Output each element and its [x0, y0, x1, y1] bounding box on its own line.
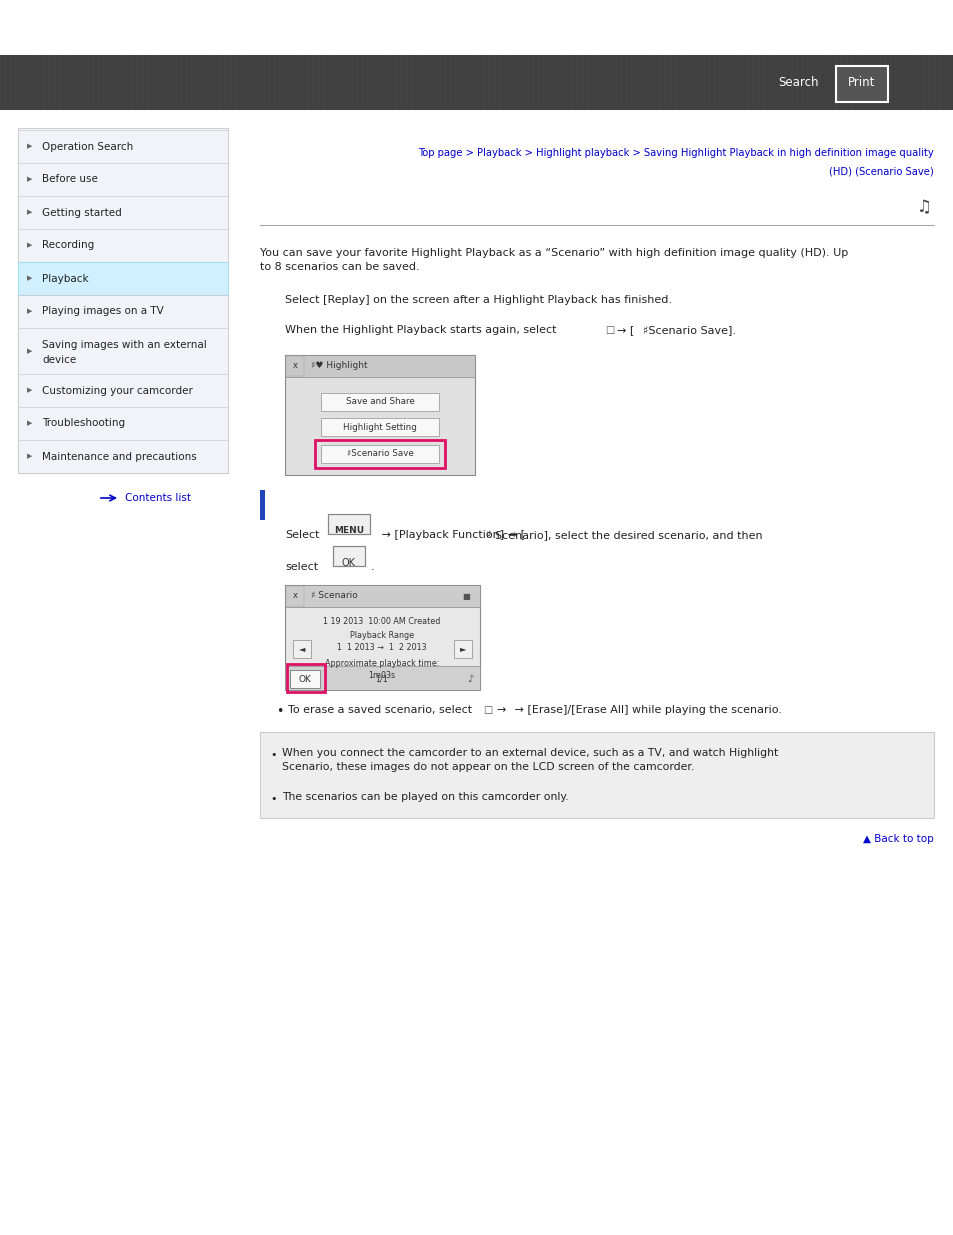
Bar	[293, 640, 311, 658]
Bar	[835, 65, 887, 103]
Text: □: □	[482, 705, 492, 715]
Bar	[260, 490, 265, 520]
Text: 1/1: 1/1	[375, 674, 388, 683]
Text: ♯Scenario Save].: ♯Scenario Save].	[642, 325, 735, 335]
Text: ▶: ▶	[28, 143, 32, 149]
Text: ▶: ▶	[28, 453, 32, 459]
Text: Getting started: Getting started	[42, 207, 122, 217]
Text: Select: Select	[285, 530, 319, 540]
Text: Highlight Setting: Highlight Setting	[343, 422, 416, 431]
Text: •: •	[271, 794, 277, 804]
Text: •: •	[271, 750, 277, 760]
Bar	[320, 393, 438, 411]
Text: Before use: Before use	[42, 174, 98, 184]
Text: Troubleshooting: Troubleshooting	[42, 419, 125, 429]
Bar	[286, 585, 304, 606]
Text: (HD) (Scenario Save): (HD) (Scenario Save)	[828, 165, 933, 177]
Bar	[0, 56, 953, 110]
Text: x: x	[293, 592, 297, 600]
Bar	[285, 354, 475, 377]
Text: When you connect the camcorder to an external device, such as a TV, and watch Hi: When you connect the camcorder to an ext…	[282, 748, 778, 772]
Text: Copyright 2013 Sony Corporation: Copyright 2013 Sony Corporation	[383, 100, 570, 110]
Bar	[18, 262, 228, 295]
Text: Recording: Recording	[42, 241, 94, 251]
Text: Print: Print	[847, 77, 875, 89]
Text: ▶: ▶	[28, 309, 32, 315]
Text: The scenarios can be played on this camcorder only.: The scenarios can be played on this camc…	[282, 792, 568, 802]
Text: 1  1 2013 →  1  2 2013: 1 1 2013 → 1 2 2013	[336, 643, 426, 652]
Bar	[290, 671, 319, 688]
Text: ►: ►	[459, 645, 466, 653]
Text: ▶: ▶	[28, 388, 32, 394]
Text: → [Erase]/[Erase All] while playing the scenario.: → [Erase]/[Erase All] while playing the …	[511, 705, 781, 715]
Text: device: device	[42, 354, 76, 366]
Text: MENU: MENU	[334, 526, 364, 535]
Text: Playing images on a TV: Playing images on a TV	[42, 306, 164, 316]
Text: select: select	[285, 562, 317, 572]
Text: To erase a saved scenario, select: To erase a saved scenario, select	[288, 705, 472, 715]
Text: ▶: ▶	[28, 177, 32, 183]
Text: ♯Scenario Save: ♯Scenario Save	[346, 450, 413, 458]
Text: Save and Share: Save and Share	[345, 398, 414, 406]
Bar	[285, 666, 479, 690]
Text: → [: → [	[617, 325, 634, 335]
Bar	[328, 514, 370, 534]
Text: Customizing your camcorder: Customizing your camcorder	[42, 385, 193, 395]
Text: ◄: ◄	[298, 645, 305, 653]
Text: OK: OK	[341, 558, 355, 568]
Bar	[285, 585, 479, 606]
Text: → [Playback Function] → [: → [Playback Function] → [	[377, 530, 524, 540]
Text: Operation Search: Operation Search	[42, 142, 133, 152]
Bar	[260, 732, 933, 818]
Bar	[285, 585, 479, 690]
Bar	[333, 546, 365, 566]
Text: Select [Replay] on the screen after a Highlight Playback has finished.: Select [Replay] on the screen after a Hi…	[285, 295, 671, 305]
Text: OK: OK	[298, 674, 311, 683]
Text: 1m03s: 1m03s	[368, 671, 395, 679]
Text: •: •	[276, 705, 283, 718]
Text: ▶: ▶	[28, 348, 32, 354]
Text: Top page > Playback > Highlight playback > Saving Highlight Playback in high def: Top page > Playback > Highlight playback…	[417, 148, 933, 158]
Bar	[287, 664, 325, 692]
Text: When the Highlight Playback starts again, select: When the Highlight Playback starts again…	[285, 325, 556, 335]
Text: Playback Range: Playback Range	[350, 631, 414, 640]
Text: ▲ Back to top: ▲ Back to top	[862, 834, 933, 844]
Text: ▶: ▶	[28, 242, 32, 248]
Text: ♯ Scenario: ♯ Scenario	[311, 592, 357, 600]
Text: Scenario], select the desired scenario, and then: Scenario], select the desired scenario, …	[495, 530, 761, 540]
Text: ♯♥ Highlight: ♯♥ Highlight	[311, 362, 367, 370]
Text: →: →	[496, 705, 505, 715]
Text: 60: 60	[470, 72, 483, 82]
Text: You can save your favorite Highlight Playback as a “Scenario” with high definiti: You can save your favorite Highlight Pla…	[260, 248, 847, 273]
Text: ♪: ♪	[466, 674, 473, 684]
Text: x: x	[293, 362, 297, 370]
Bar	[314, 440, 444, 468]
Text: Saving images with an external: Saving images with an external	[42, 340, 207, 350]
Text: ♫: ♫	[916, 198, 931, 216]
Text: ■: ■	[461, 592, 470, 600]
Text: ▶: ▶	[28, 210, 32, 215]
Text: ▶: ▶	[28, 420, 32, 426]
Bar	[286, 356, 304, 375]
Text: .: .	[371, 562, 375, 572]
Text: □: □	[604, 325, 614, 335]
Bar	[320, 417, 438, 436]
Text: ▶: ▶	[28, 275, 32, 282]
Bar	[18, 128, 228, 473]
Bar	[454, 640, 472, 658]
Text: Playback: Playback	[42, 273, 89, 284]
Bar	[0, 0, 953, 56]
Text: Maintenance and precautions: Maintenance and precautions	[42, 452, 196, 462]
Text: Contents list: Contents list	[125, 493, 191, 503]
Text: 1 19 2013  10:00 AM Created: 1 19 2013 10:00 AM Created	[323, 616, 440, 625]
Text: ♯: ♯	[484, 530, 490, 540]
Text: Search: Search	[778, 77, 819, 89]
Bar	[285, 354, 475, 475]
Text: Approximate playback time:: Approximate playback time:	[324, 658, 438, 667]
Bar	[320, 445, 438, 463]
